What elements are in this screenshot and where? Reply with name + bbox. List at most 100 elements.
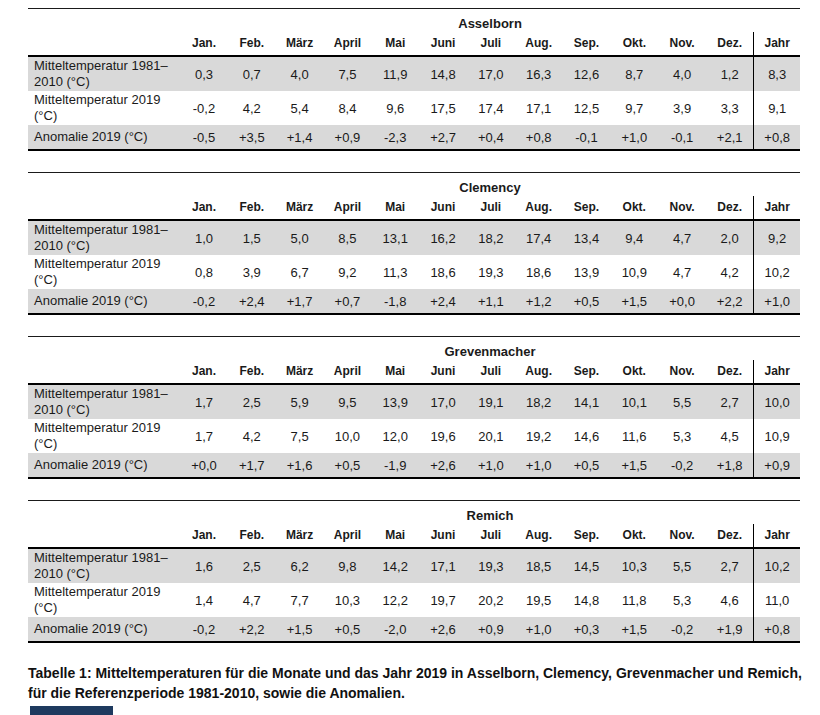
station-title: Asselborn	[180, 9, 800, 33]
value-cell: 2,0	[706, 220, 754, 255]
months-header-row: Jan.Feb.MärzAprilMaiJuniJuliAug.Sep.Okt.…	[28, 32, 800, 56]
value-cell: 16,3	[515, 56, 563, 91]
value-cell: 19,1	[467, 384, 515, 419]
month-header: Juli	[467, 360, 515, 384]
row-label: Anomalie 2019 (°C)	[28, 289, 180, 314]
value-cell: -0,1	[563, 125, 611, 150]
table-row: Anomalie 2019 (°C)-0,5+3,5+1,4+0,9-2,3+2…	[28, 125, 800, 150]
value-cell: 14,5	[563, 548, 611, 583]
month-header: Sep.	[563, 32, 611, 56]
month-header: Aug.	[515, 32, 563, 56]
value-cell: 8,4	[324, 91, 372, 125]
value-cell: +0,5	[324, 453, 372, 478]
value-cell: +2,7	[419, 125, 467, 150]
value-cell: -2,3	[371, 125, 419, 150]
value-cell: 10,1	[610, 384, 658, 419]
value-cell: +2,4	[419, 289, 467, 314]
month-header: Jan.	[180, 196, 228, 220]
month-header: April	[324, 524, 372, 548]
value-cell: 3,9	[228, 255, 276, 289]
value-cell: 17,0	[419, 384, 467, 419]
month-header: Juni	[419, 360, 467, 384]
year-header: Jahr	[754, 196, 800, 220]
month-header: Feb.	[228, 32, 276, 56]
month-header: Mai	[371, 196, 419, 220]
table-row: Anomalie 2019 (°C)+0,0+1,7+1,6+0,5-1,9+2…	[28, 453, 800, 478]
table-row: Mitteltemperatur 1981–2010 (°C)1,72,55,9…	[28, 384, 800, 419]
month-header: Okt.	[610, 524, 658, 548]
value-cell: 2,7	[706, 548, 754, 583]
value-cell: -0,2	[180, 617, 228, 642]
table-row: Mitteltemperatur 1981–2010 (°C)1,01,55,0…	[28, 220, 800, 255]
value-cell: 5,3	[658, 419, 706, 453]
value-cell: 14,2	[371, 548, 419, 583]
value-cell: +1,0	[467, 453, 515, 478]
month-header: April	[324, 32, 372, 56]
month-header: Dez.	[706, 360, 754, 384]
month-header: April	[324, 360, 372, 384]
value-cell: 17,0	[467, 56, 515, 91]
spacer-cell	[28, 360, 180, 384]
value-cell: +2,4	[228, 289, 276, 314]
value-cell: 8,5	[324, 220, 372, 255]
value-cell: 19,5	[515, 583, 563, 617]
value-cell: 9,8	[324, 548, 372, 583]
value-cell: 11,6	[610, 419, 658, 453]
row-label: Mitteltemperatur 2019 (°C)	[28, 419, 180, 453]
value-cell: 9,4	[610, 220, 658, 255]
year-value-cell: 8,3	[754, 56, 800, 91]
value-cell: 13,9	[563, 255, 611, 289]
table-row: Mitteltemperatur 2019 (°C)0,83,96,79,211…	[28, 255, 800, 289]
station-header-row: Grevenmacher	[28, 337, 800, 361]
value-cell: 12,6	[563, 56, 611, 91]
row-label: Mitteltemperatur 2019 (°C)	[28, 583, 180, 617]
value-cell: 2,5	[228, 384, 276, 419]
spacer-cell	[28, 196, 180, 220]
value-cell: 1,4	[180, 583, 228, 617]
station-header-row: Remich	[28, 501, 800, 525]
value-cell: 12,5	[563, 91, 611, 125]
value-cell: 3,3	[706, 91, 754, 125]
value-cell: 17,4	[515, 220, 563, 255]
row-label: Anomalie 2019 (°C)	[28, 125, 180, 150]
value-cell: 17,4	[467, 91, 515, 125]
table-row: Mitteltemperatur 2019 (°C)1,74,27,510,01…	[28, 419, 800, 453]
station-table: GrevenmacherJan.Feb.MärzAprilMaiJuniJuli…	[28, 336, 800, 479]
value-cell: 4,2	[706, 255, 754, 289]
value-cell: 1,5	[228, 220, 276, 255]
month-header: Nov.	[658, 32, 706, 56]
month-header: Aug.	[515, 196, 563, 220]
value-cell: 13,9	[371, 384, 419, 419]
value-cell: 1,0	[180, 220, 228, 255]
value-cell: 1,6	[180, 548, 228, 583]
month-header: Juli	[467, 32, 515, 56]
month-header: März	[276, 524, 324, 548]
year-value-cell: +0,8	[754, 617, 800, 642]
value-cell: +1,2	[515, 289, 563, 314]
value-cell: +3,5	[228, 125, 276, 150]
table-row: Mitteltemperatur 2019 (°C)1,44,77,710,31…	[28, 583, 800, 617]
spacer-cell	[28, 501, 180, 525]
year-header: Jahr	[754, 360, 800, 384]
month-header: Sep.	[563, 196, 611, 220]
value-cell: 4,6	[706, 583, 754, 617]
year-value-cell: +0,8	[754, 125, 800, 150]
value-cell: +1,6	[276, 453, 324, 478]
month-header: Nov.	[658, 524, 706, 548]
value-cell: 4,5	[706, 419, 754, 453]
month-header: Dez.	[706, 196, 754, 220]
spacer-cell	[28, 173, 180, 197]
value-cell: +0,8	[515, 125, 563, 150]
year-header: Jahr	[754, 32, 800, 56]
month-header: April	[324, 196, 372, 220]
station-title: Clemency	[180, 173, 800, 197]
value-cell: 14,6	[563, 419, 611, 453]
value-cell: +2,1	[706, 125, 754, 150]
month-header: Mai	[371, 32, 419, 56]
value-cell: 19,2	[515, 419, 563, 453]
month-header: Aug.	[515, 524, 563, 548]
value-cell: 0,8	[180, 255, 228, 289]
value-cell: 12,2	[371, 583, 419, 617]
value-cell: +1,0	[515, 617, 563, 642]
value-cell: 18,6	[515, 255, 563, 289]
